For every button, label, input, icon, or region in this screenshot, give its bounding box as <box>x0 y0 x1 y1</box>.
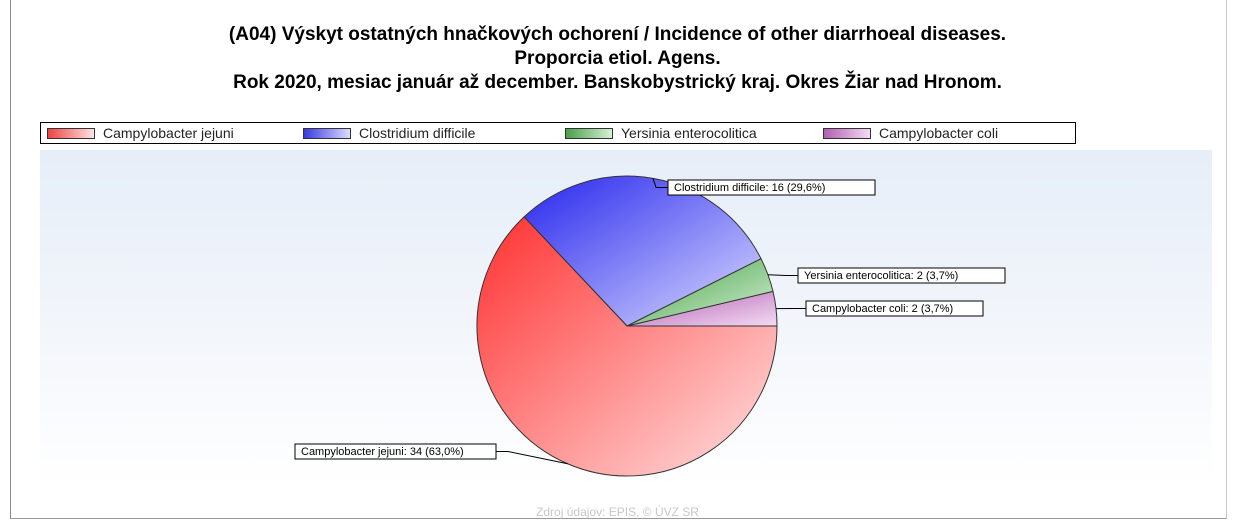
legend: Campylobacter jejuni Clostridium diffici… <box>40 122 1076 144</box>
legend-swatch-yersinia-enterocolitica <box>565 128 613 139</box>
data-label-leader-yersinia-enterocolitica <box>767 274 798 276</box>
chart-subtitle-2: Rok 2020, mesiac január až december. Ban… <box>233 72 1002 93</box>
data-label-box-yersinia-enterocolitica <box>797 267 1006 284</box>
legend-label-campylobacter-coli: Campylobacter coli <box>879 125 999 141</box>
source-note: Zdroj údajov: EPIS, © ÚVZ SR <box>536 505 699 519</box>
data-label-yersinia-enterocolitica: Yersinia enterocolitica: 2 (3,7%) <box>804 270 958 282</box>
legend-label-yersinia-enterocolitica: Yersinia enterocolitica <box>621 125 757 141</box>
data-label-campylobacter-jejuni: Campylobacter jejuni: 34 (63,0%) <box>301 446 464 458</box>
legend-label-campylobacter-jejuni: Campylobacter jejuni <box>103 125 234 141</box>
data-label-leader-clostridium-difficile <box>652 178 668 188</box>
plot-area: Clostridium difficile: 16 (29,6%) Yersini… <box>40 150 1212 485</box>
pie-chart: Clostridium difficile: 16 (29,6%) Yersini… <box>294 175 1006 477</box>
legend-swatch-campylobacter-jejuni <box>47 128 95 139</box>
legend-swatch-clostridium-difficile <box>303 128 351 139</box>
pie-slice-campylobacter-jejuni <box>476 216 778 477</box>
legend-label-clostridium-difficile: Clostridium difficile <box>359 125 476 141</box>
data-label-box-campylobacter-coli <box>805 300 984 317</box>
data-label-campylobacter-coli: Campylobacter coli: 2 (3,7%) <box>812 303 953 315</box>
chart-title: (A04) Výskyt ostatných hnačkových ochore… <box>228 24 1007 45</box>
data-label-box-campylobacter-jejuni <box>294 443 497 460</box>
chart-subtitle: Proporcia etiol. Agens. <box>514 48 721 69</box>
legend-swatch-campylobacter-coli <box>823 128 871 139</box>
data-label-clostridium-difficile: Clostridium difficile: 16 (29,6%) <box>674 182 825 194</box>
data-label-box-clostridium-difficile <box>667 179 876 196</box>
data-label-leader-campylobacter-jejuni <box>495 451 568 465</box>
